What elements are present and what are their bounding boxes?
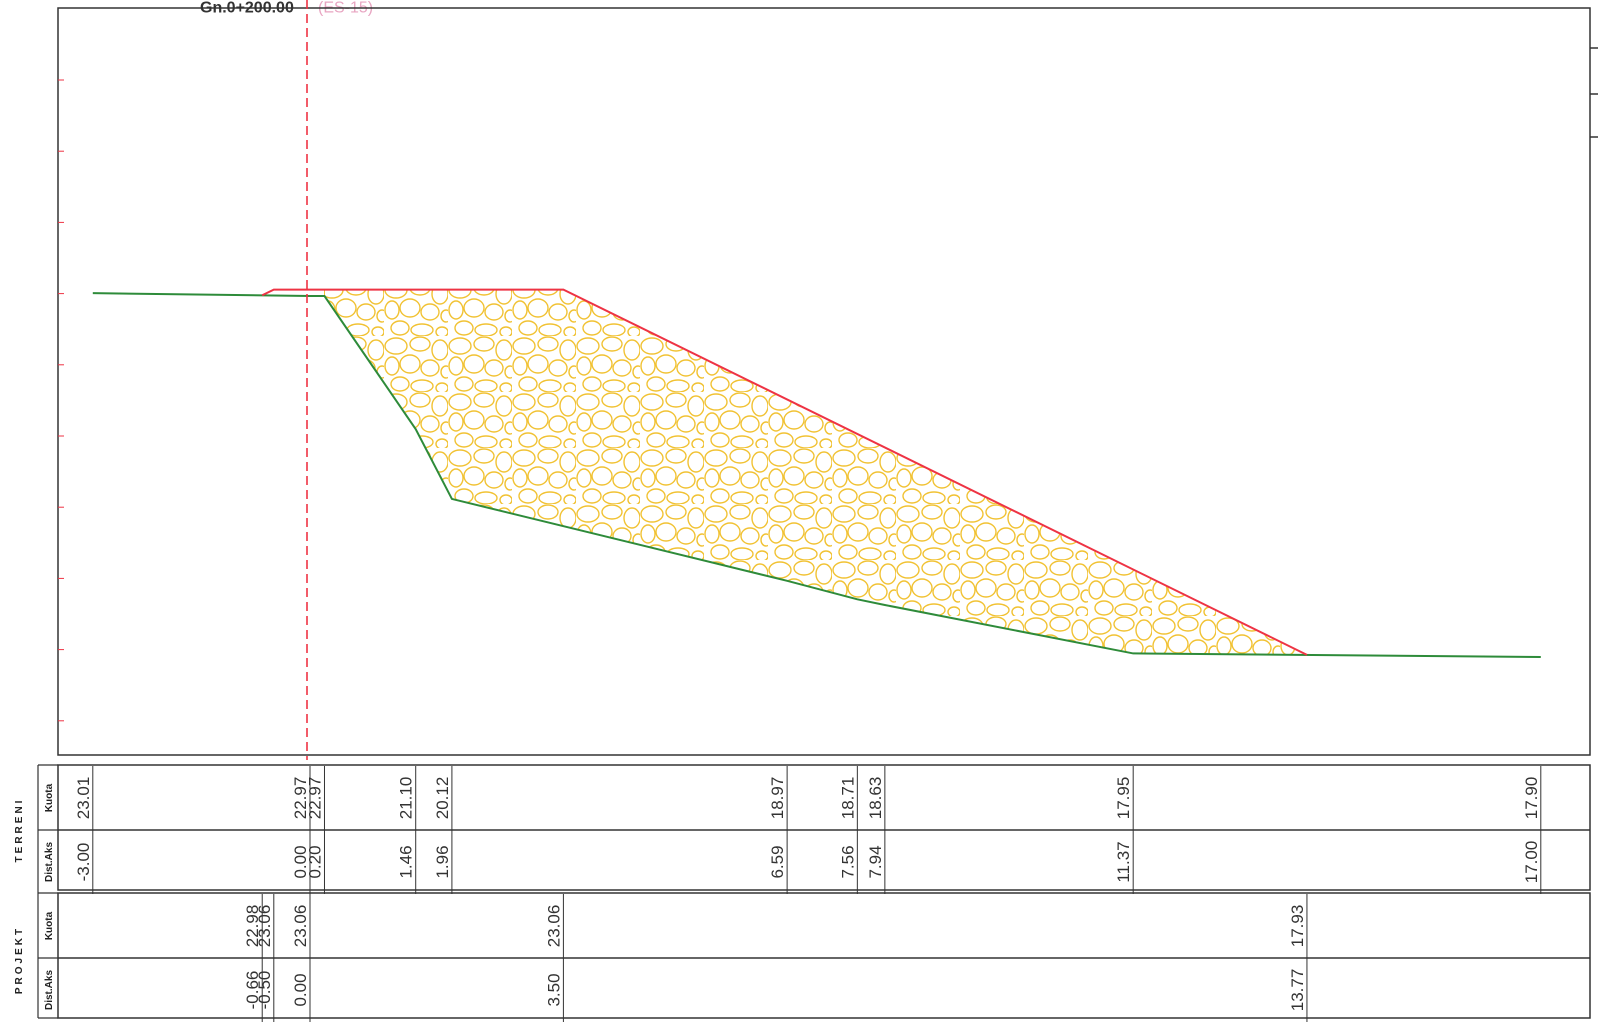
projekt-kuota-value: 23.06 — [291, 905, 310, 948]
projekt-kuota-value: 22.98 — [243, 905, 262, 948]
projekt-table-frame — [57, 892, 1591, 1019]
terreni-kuota-value: 22.97 — [305, 777, 324, 820]
terreni-dist-value: -3.00 — [74, 843, 93, 882]
projekt-kuota-value: 17.93 — [1288, 905, 1307, 948]
projekt-dist-value: 0.00 — [291, 973, 310, 1006]
terreni-kuota-value: 21.10 — [397, 777, 416, 820]
terreni-group-label: TERRENI — [14, 798, 25, 863]
terreni-kuota-value: 18.71 — [838, 777, 857, 820]
terreni-values: 23.01 -3.00 22.97 0.00 22.97 0.20 21.10 1.46 20.… — [74, 766, 1542, 894]
projekt-kuota-value: 23.06 — [255, 905, 274, 948]
terreni-dist-value: 7.56 — [838, 845, 857, 878]
stone-fill-area — [324, 289, 1308, 656]
data-table: Kuota Dist.Aks Kuota Dist.Aks TERRENI PR… — [14, 764, 1591, 1022]
terreni-dist-value: 7.94 — [866, 845, 885, 878]
terreni-dist-value: 11.37 — [1114, 841, 1133, 882]
terreni-kuota-value: 20.12 — [433, 777, 452, 820]
terreni-kuota-value: 23.01 — [74, 777, 93, 820]
terreni-dist-value: 1.46 — [397, 845, 416, 878]
drawing-frame — [57, 7, 1591, 756]
projekt-values: 22.98 -0.66 23.06 -0.50 23.06 0.00 23.06 3.50 17… — [243, 894, 1308, 1022]
design-profile-line — [261, 288, 1308, 656]
existing-terrain-line — [92, 292, 1541, 658]
terreni-kuota-value: 17.95 — [1114, 777, 1133, 820]
terreni-dist-value: 1.96 — [433, 845, 452, 878]
projekt-dist-value: -0.66 — [243, 971, 262, 1010]
projekt-dist-value: 3.50 — [544, 973, 563, 1006]
terreni-dist-value: 17.00 — [1522, 841, 1541, 884]
projekt-dist-value: -0.50 — [255, 971, 274, 1010]
terreni-kuota-value: 18.97 — [768, 777, 787, 820]
terreni-kuota-label: Kuota — [44, 783, 55, 812]
projekt-dist-value: 13.77 — [1288, 969, 1307, 1012]
terreni-table-frame — [57, 764, 1591, 891]
terreni-dist-value: 0.20 — [305, 845, 324, 878]
projekt-dist-label: Dist.Aks — [44, 970, 55, 1010]
terreni-kuota-value: 22.97 — [291, 777, 310, 820]
projekt-kuota-label: Kuota — [44, 911, 55, 940]
projekt-group-label: PROJEKT — [14, 926, 25, 994]
vertical-scale-ticks — [58, 79, 64, 722]
terreni-kuota-value: 17.90 — [1522, 777, 1541, 820]
terreni-dist-value: 0.00 — [291, 845, 310, 878]
terreni-dist-label: Dist.Aks — [44, 842, 55, 882]
terreni-dist-value: 6.59 — [768, 845, 787, 878]
terreni-kuota-value: 18.63 — [866, 777, 885, 820]
projekt-kuota-value: 23.06 — [544, 905, 563, 948]
frame-side-marks — [1590, 47, 1598, 138]
